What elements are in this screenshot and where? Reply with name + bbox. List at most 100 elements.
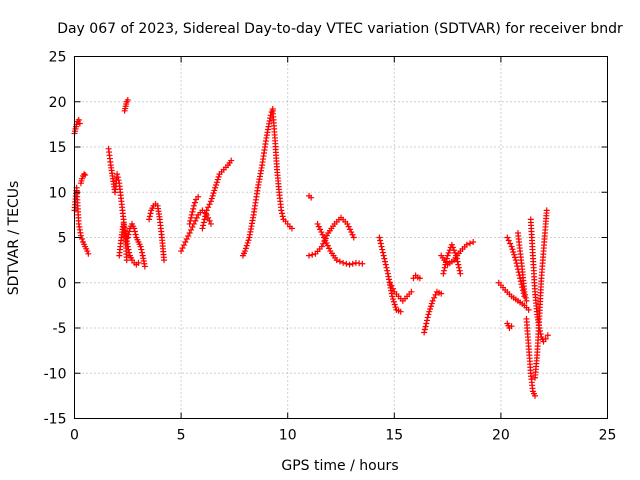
data-point — [147, 210, 154, 217]
series-arc29 — [532, 207, 550, 381]
data-point — [278, 207, 285, 214]
data-point — [376, 234, 383, 241]
data-point — [448, 241, 455, 248]
data-point — [146, 213, 153, 220]
data-point — [203, 207, 210, 214]
data-point — [161, 257, 168, 264]
data-point — [201, 216, 208, 223]
data-point — [319, 231, 326, 238]
data-point — [199, 225, 206, 232]
data-point — [210, 190, 217, 197]
data-point — [349, 231, 356, 238]
series-arc16 — [314, 220, 366, 268]
series-arc5 — [116, 220, 142, 268]
data-point — [75, 116, 82, 123]
data-point — [389, 293, 396, 300]
data-point — [193, 214, 200, 221]
data-point — [135, 259, 142, 266]
data-point — [379, 246, 386, 253]
data-point — [187, 217, 194, 224]
data-point — [190, 202, 197, 209]
data-point — [388, 282, 395, 289]
x-tick-label: 20 — [492, 428, 510, 444]
data-point — [309, 251, 316, 258]
data-point — [178, 248, 185, 255]
data-point — [449, 244, 456, 251]
data-point — [384, 267, 391, 274]
data-point — [183, 236, 190, 243]
data-point — [139, 249, 146, 256]
data-point — [315, 223, 322, 230]
series-arc19 — [410, 272, 423, 282]
data-point — [326, 245, 333, 252]
series-arc11 — [199, 157, 235, 232]
y-tick-label: 25 — [49, 50, 67, 66]
data-point — [349, 260, 356, 267]
data-point — [387, 279, 394, 286]
data-point — [450, 247, 457, 254]
data-point — [243, 242, 250, 249]
series-arc3 — [77, 171, 89, 187]
data-point — [126, 228, 133, 235]
data-point — [190, 205, 197, 212]
series-arc12 — [239, 105, 276, 259]
series-arc8 — [146, 201, 168, 264]
series-arc14 — [306, 192, 315, 201]
data-point — [343, 260, 350, 267]
data-point — [453, 255, 460, 262]
data-point — [317, 226, 324, 233]
data-point — [205, 204, 212, 211]
data-point — [77, 232, 84, 239]
data-point — [521, 288, 528, 295]
y-tick-label: 15 — [49, 140, 67, 156]
data-point — [392, 304, 399, 311]
data-point — [245, 237, 252, 244]
data-point — [188, 226, 195, 233]
data-point — [123, 257, 130, 264]
data-point — [523, 297, 530, 304]
data-point — [202, 210, 209, 217]
data-point — [81, 171, 88, 178]
data-point — [191, 199, 198, 206]
data-point — [131, 228, 138, 235]
series-arc23 — [495, 279, 532, 313]
data-point — [377, 240, 384, 247]
data-point — [508, 243, 515, 250]
data-point — [348, 229, 355, 236]
data-point — [427, 305, 434, 312]
data-point — [211, 187, 218, 194]
series-arc22 — [440, 241, 464, 277]
data-point — [182, 239, 189, 246]
data-point — [441, 267, 448, 274]
data-point — [455, 261, 462, 268]
data-point — [525, 306, 532, 313]
data-point — [214, 176, 221, 183]
data-point — [82, 172, 89, 179]
data-point — [504, 234, 511, 241]
data-point — [463, 241, 470, 248]
data-point — [470, 239, 477, 246]
data-point — [189, 223, 196, 230]
data-point — [242, 245, 249, 252]
series-arc18 — [387, 279, 415, 304]
series-arc4 — [105, 145, 130, 264]
data-point — [382, 258, 389, 265]
data-point — [454, 258, 461, 265]
data-point — [228, 157, 235, 164]
data-point — [288, 225, 295, 232]
data-point — [379, 249, 386, 256]
data-point — [390, 296, 397, 303]
data-point — [428, 300, 435, 307]
data-point — [442, 261, 449, 268]
data-point — [125, 231, 132, 238]
data-point — [314, 220, 321, 227]
y-tick-label: -15 — [44, 412, 67, 428]
data-point — [453, 252, 460, 259]
data-point — [378, 243, 385, 250]
x-tick-label: 15 — [385, 428, 403, 444]
y-tick-label: -10 — [44, 366, 67, 382]
data-point — [200, 222, 207, 229]
data-point — [456, 267, 463, 274]
data-point — [443, 255, 450, 262]
